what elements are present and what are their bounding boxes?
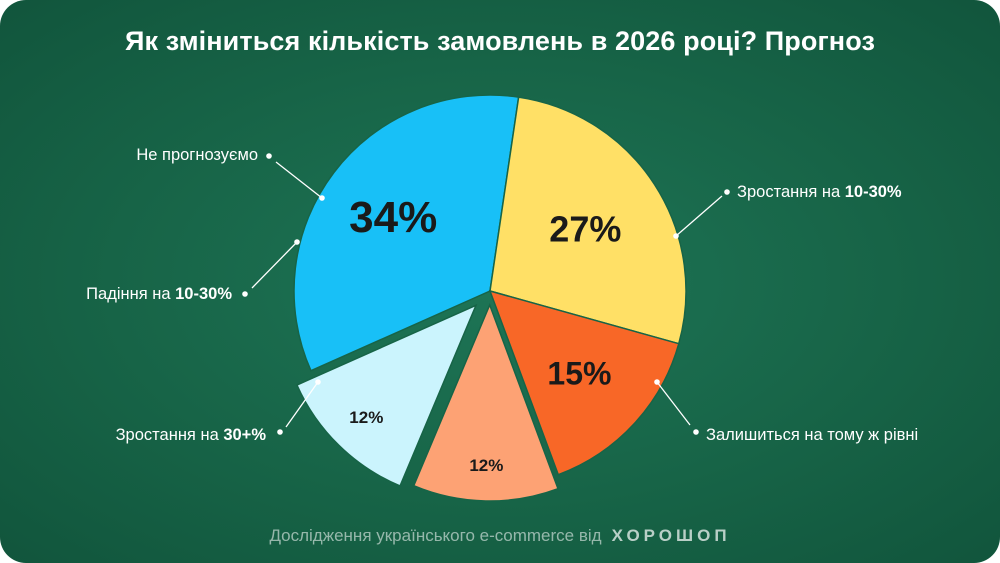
leader-dot-3-label <box>277 429 283 435</box>
leader-dot-2-label <box>693 429 699 435</box>
pie-slice-5 <box>295 303 478 487</box>
leader-dot-5-slice <box>319 195 325 201</box>
category-label-1: Зростання на 10-30% <box>737 183 902 201</box>
leader-dot-1-label <box>724 189 730 195</box>
brand-logo: ХОРОШОП <box>611 526 731 545</box>
pie-slice-1 <box>293 94 520 372</box>
value-label-2: 27% <box>549 209 621 250</box>
value-label-4: 12% <box>469 456 503 475</box>
leader-lines <box>242 153 730 435</box>
category-label-5: Не прогнозуємо <box>136 146 258 164</box>
value-label-3: 15% <box>547 355 611 391</box>
category-labels: Зростання на 10-30% Залишиться на тому ж … <box>86 146 918 444</box>
leader-dot-1-slice <box>673 233 679 239</box>
pie-slice-4 <box>412 302 559 502</box>
pie-slices <box>293 94 687 502</box>
value-label-5: 12% <box>349 408 383 427</box>
category-label-4: Падіння на 10-30% <box>86 285 232 303</box>
category-label-3: Зростання на 30+% <box>116 426 267 444</box>
leader-dot-5-label <box>266 153 272 159</box>
pie-slice-2 <box>489 96 687 345</box>
leader-dot-3-slice <box>315 379 321 385</box>
chart-title: Як зміниться кількість замовлень в 2026 … <box>125 26 875 56</box>
leader-line-1 <box>675 195 723 237</box>
category-label-2: Залишиться на тому ж рівні <box>706 426 918 444</box>
leader-line-2 <box>656 381 691 426</box>
value-labels: 34% 27% 15% 12% 12% <box>349 193 621 475</box>
leader-line-3 <box>285 381 319 428</box>
value-label-1: 34% <box>349 193 437 242</box>
leader-line-4 <box>251 241 298 289</box>
pie-slice-3 <box>488 289 680 476</box>
leader-dot-2-slice <box>654 379 660 385</box>
leader-dot-4-slice <box>294 239 300 245</box>
footer-text: Дослідження українського e-commerce від <box>269 526 602 545</box>
leader-line-5 <box>275 161 323 199</box>
footer: Дослідження українського e-commerce від Х… <box>0 526 1000 546</box>
leader-dot-4-label <box>242 291 248 297</box>
